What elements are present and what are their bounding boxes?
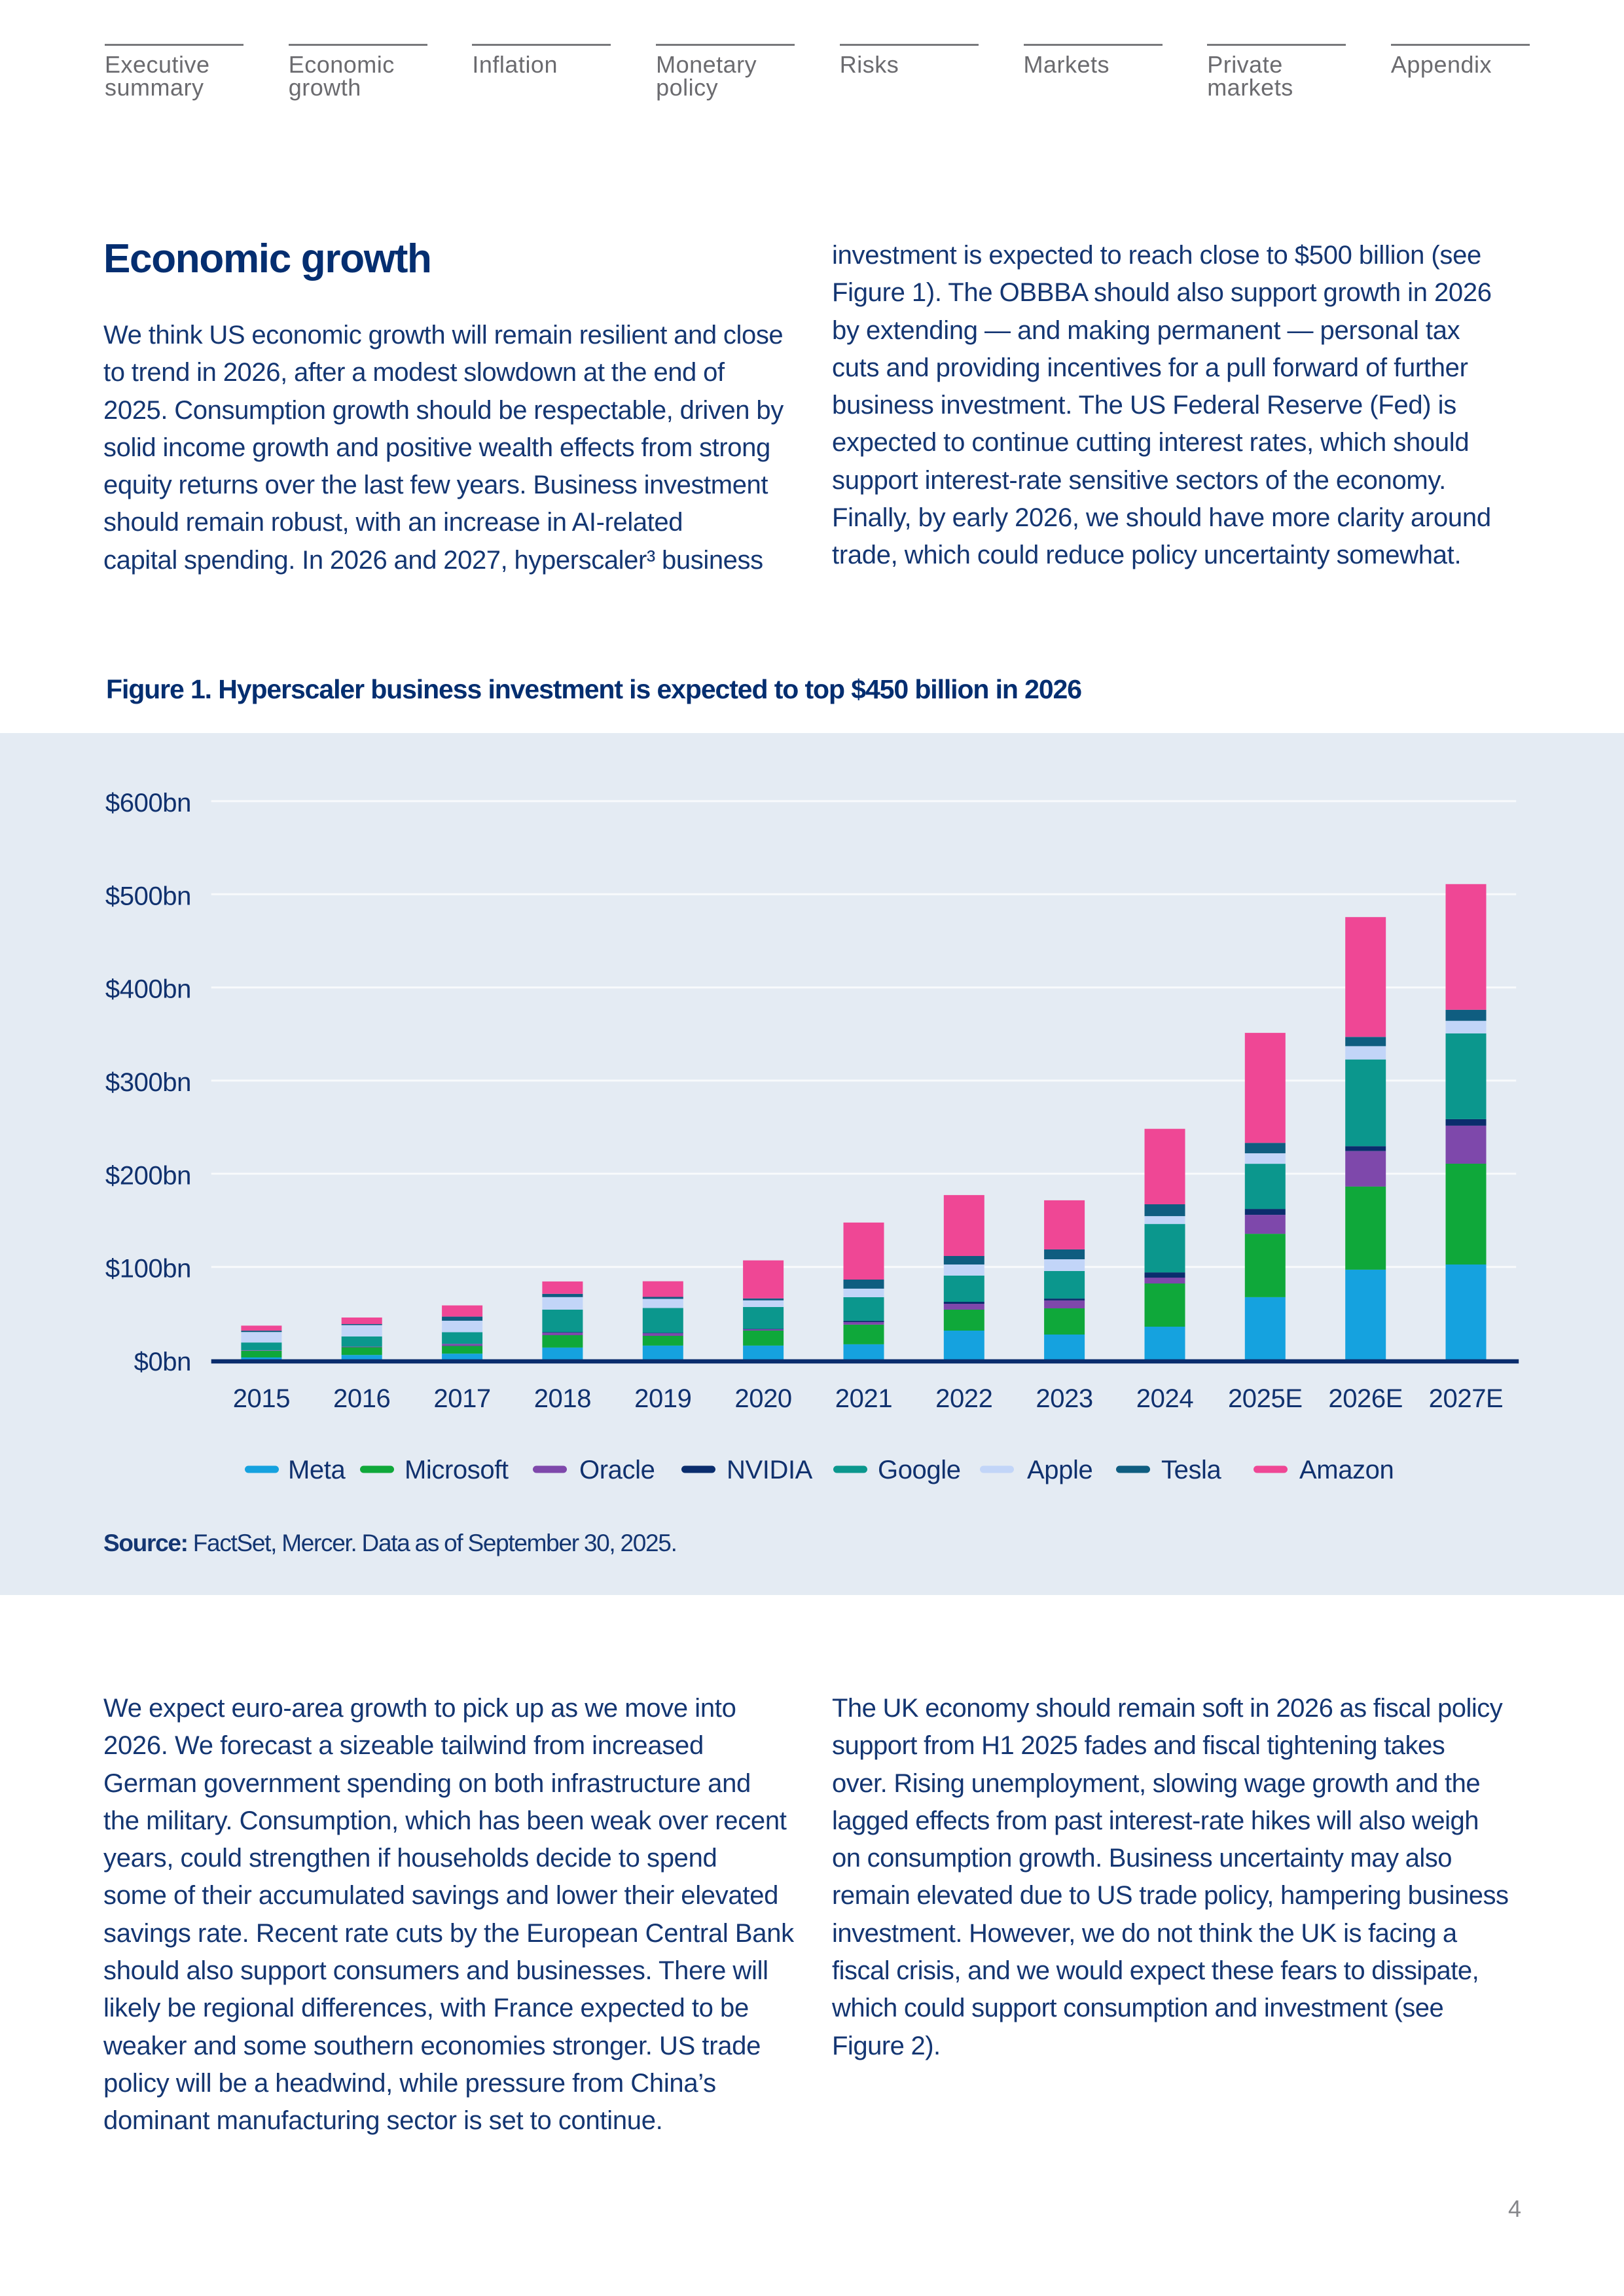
svg-text:2016: 2016 [333,1384,390,1413]
svg-text:2026E: 2026E [1328,1384,1403,1413]
svg-text:$200bn: $200bn [105,1161,191,1190]
svg-text:2018: 2018 [534,1384,591,1413]
svg-text:$0bn: $0bn [134,1348,191,1376]
svg-text:2017: 2017 [433,1384,490,1413]
svg-text:$600bn: $600bn [105,789,191,817]
svg-text:2019: 2019 [634,1384,691,1413]
svg-text:2027E: 2027E [1429,1384,1504,1413]
svg-text:$300bn: $300bn [105,1068,191,1097]
svg-text:Oracle: Oracle [579,1456,655,1484]
svg-text:Tesla: Tesla [1161,1456,1222,1484]
svg-text:$500bn: $500bn [105,882,191,910]
svg-text:2022: 2022 [935,1384,992,1413]
svg-text:2015: 2015 [233,1384,290,1413]
svg-text:$400bn: $400bn [105,975,191,1004]
svg-text:2024: 2024 [1136,1384,1194,1413]
svg-text:Amazon: Amazon [1299,1456,1394,1484]
svg-text:2021: 2021 [835,1384,892,1413]
svg-text:2025E: 2025E [1228,1384,1303,1413]
svg-text:NVIDIA: NVIDIA [727,1456,813,1484]
svg-text:Apple: Apple [1027,1456,1092,1484]
svg-text:Microsoft: Microsoft [405,1456,509,1484]
svg-text:$100bn: $100bn [105,1255,191,1283]
svg-text:Meta: Meta [288,1456,346,1484]
svg-text:2020: 2020 [734,1384,791,1413]
svg-text:Google: Google [878,1456,961,1484]
svg-text:2023: 2023 [1036,1384,1092,1413]
